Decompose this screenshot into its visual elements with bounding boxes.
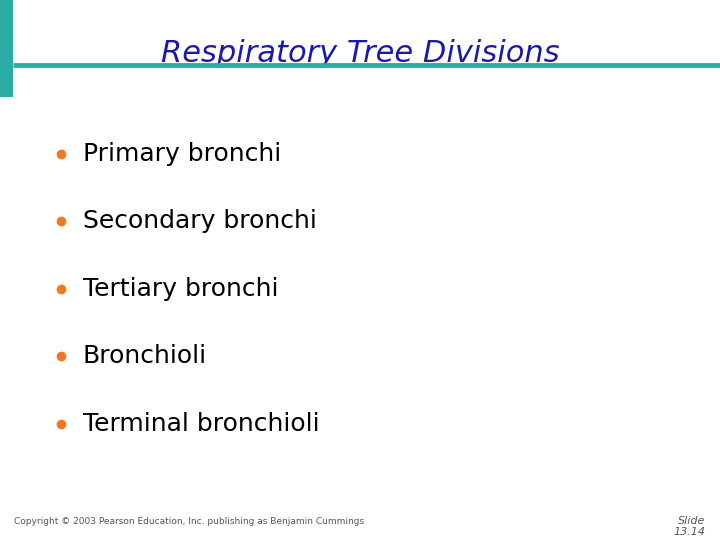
Text: Respiratory Tree Divisions: Respiratory Tree Divisions [161, 39, 559, 69]
Text: Slide
13.14: Slide 13.14 [674, 516, 706, 537]
Text: Tertiary bronchi: Tertiary bronchi [83, 277, 279, 301]
Text: Copyright © 2003 Pearson Education, Inc. publishing as Benjamin Cummings: Copyright © 2003 Pearson Education, Inc.… [14, 517, 364, 526]
Text: Terminal bronchioli: Terminal bronchioli [83, 412, 320, 436]
Bar [0, 0, 13, 97]
Text: Bronchioli: Bronchioli [83, 345, 207, 368]
Text: Primary bronchi: Primary bronchi [83, 142, 281, 166]
Text: Secondary bronchi: Secondary bronchi [83, 210, 317, 233]
